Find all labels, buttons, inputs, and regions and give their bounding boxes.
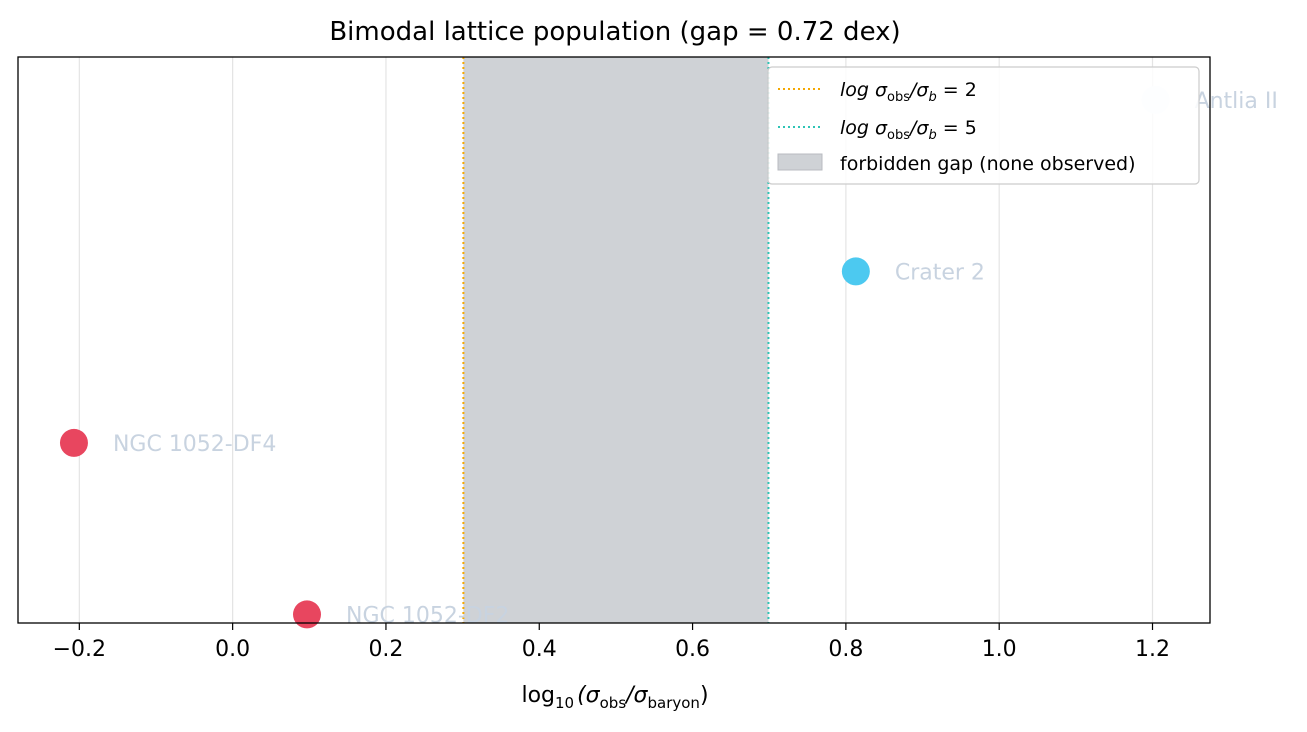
chart-title: Bimodal lattice population (gap = 0.72 d…: [329, 17, 900, 47]
legend-swatch-gap: [777, 153, 823, 171]
forbidden-gap-region: [463, 57, 769, 623]
x-ticks: −0.2 0.0 0.2 0.4 0.6 0.8 1.0 1.2: [53, 623, 1170, 662]
point-crater-2: [841, 257, 870, 286]
data-points: NGC 1052-DF2 NGC 1052-DF4 Crater 2 Antlia I…: [59, 85, 1278, 629]
point-label-ngc-1052-df4: NGC 1052-DF4: [113, 432, 276, 457]
x-tick-label: 0.0: [215, 637, 250, 662]
axes-frame: [17, 56, 1211, 624]
point-label-antlia-ii: Antlia II: [1195, 89, 1278, 114]
x-tick-label: 0.4: [522, 637, 557, 662]
legend-box: [767, 66, 1200, 185]
legend-label-gap: forbidden gap (none observed): [840, 153, 1136, 175]
point-label-crater-2: Crater 2: [895, 260, 985, 285]
x-tick-label: −0.2: [53, 637, 106, 662]
legend: log σobs/σb = 2 log σobs/σb = 5 forbidde…: [767, 66, 1200, 185]
x-tick-label: 0.8: [828, 637, 863, 662]
point-ngc-1052-df2: [292, 600, 321, 629]
point-label-ngc-1052-df2: NGC 1052-DF2: [346, 603, 509, 628]
legend-label-ratio-2: log σobs/σb = 2: [840, 79, 977, 105]
x-tick-label: 0.6: [675, 637, 710, 662]
plot-area: NGC 1052-DF2 NGC 1052-DF4 Crater 2 Antlia I…: [17, 56, 1278, 662]
x-tick-label: 1.0: [982, 637, 1017, 662]
x-tick-label: 1.2: [1135, 637, 1170, 662]
x-axis-label: log10 (σobs/σbaryon): [521, 683, 708, 712]
x-tick-label: 0.2: [368, 637, 403, 662]
point-ngc-1052-df4: [59, 428, 88, 457]
legend-label-ratio-5: log σobs/σb = 5: [840, 117, 977, 143]
